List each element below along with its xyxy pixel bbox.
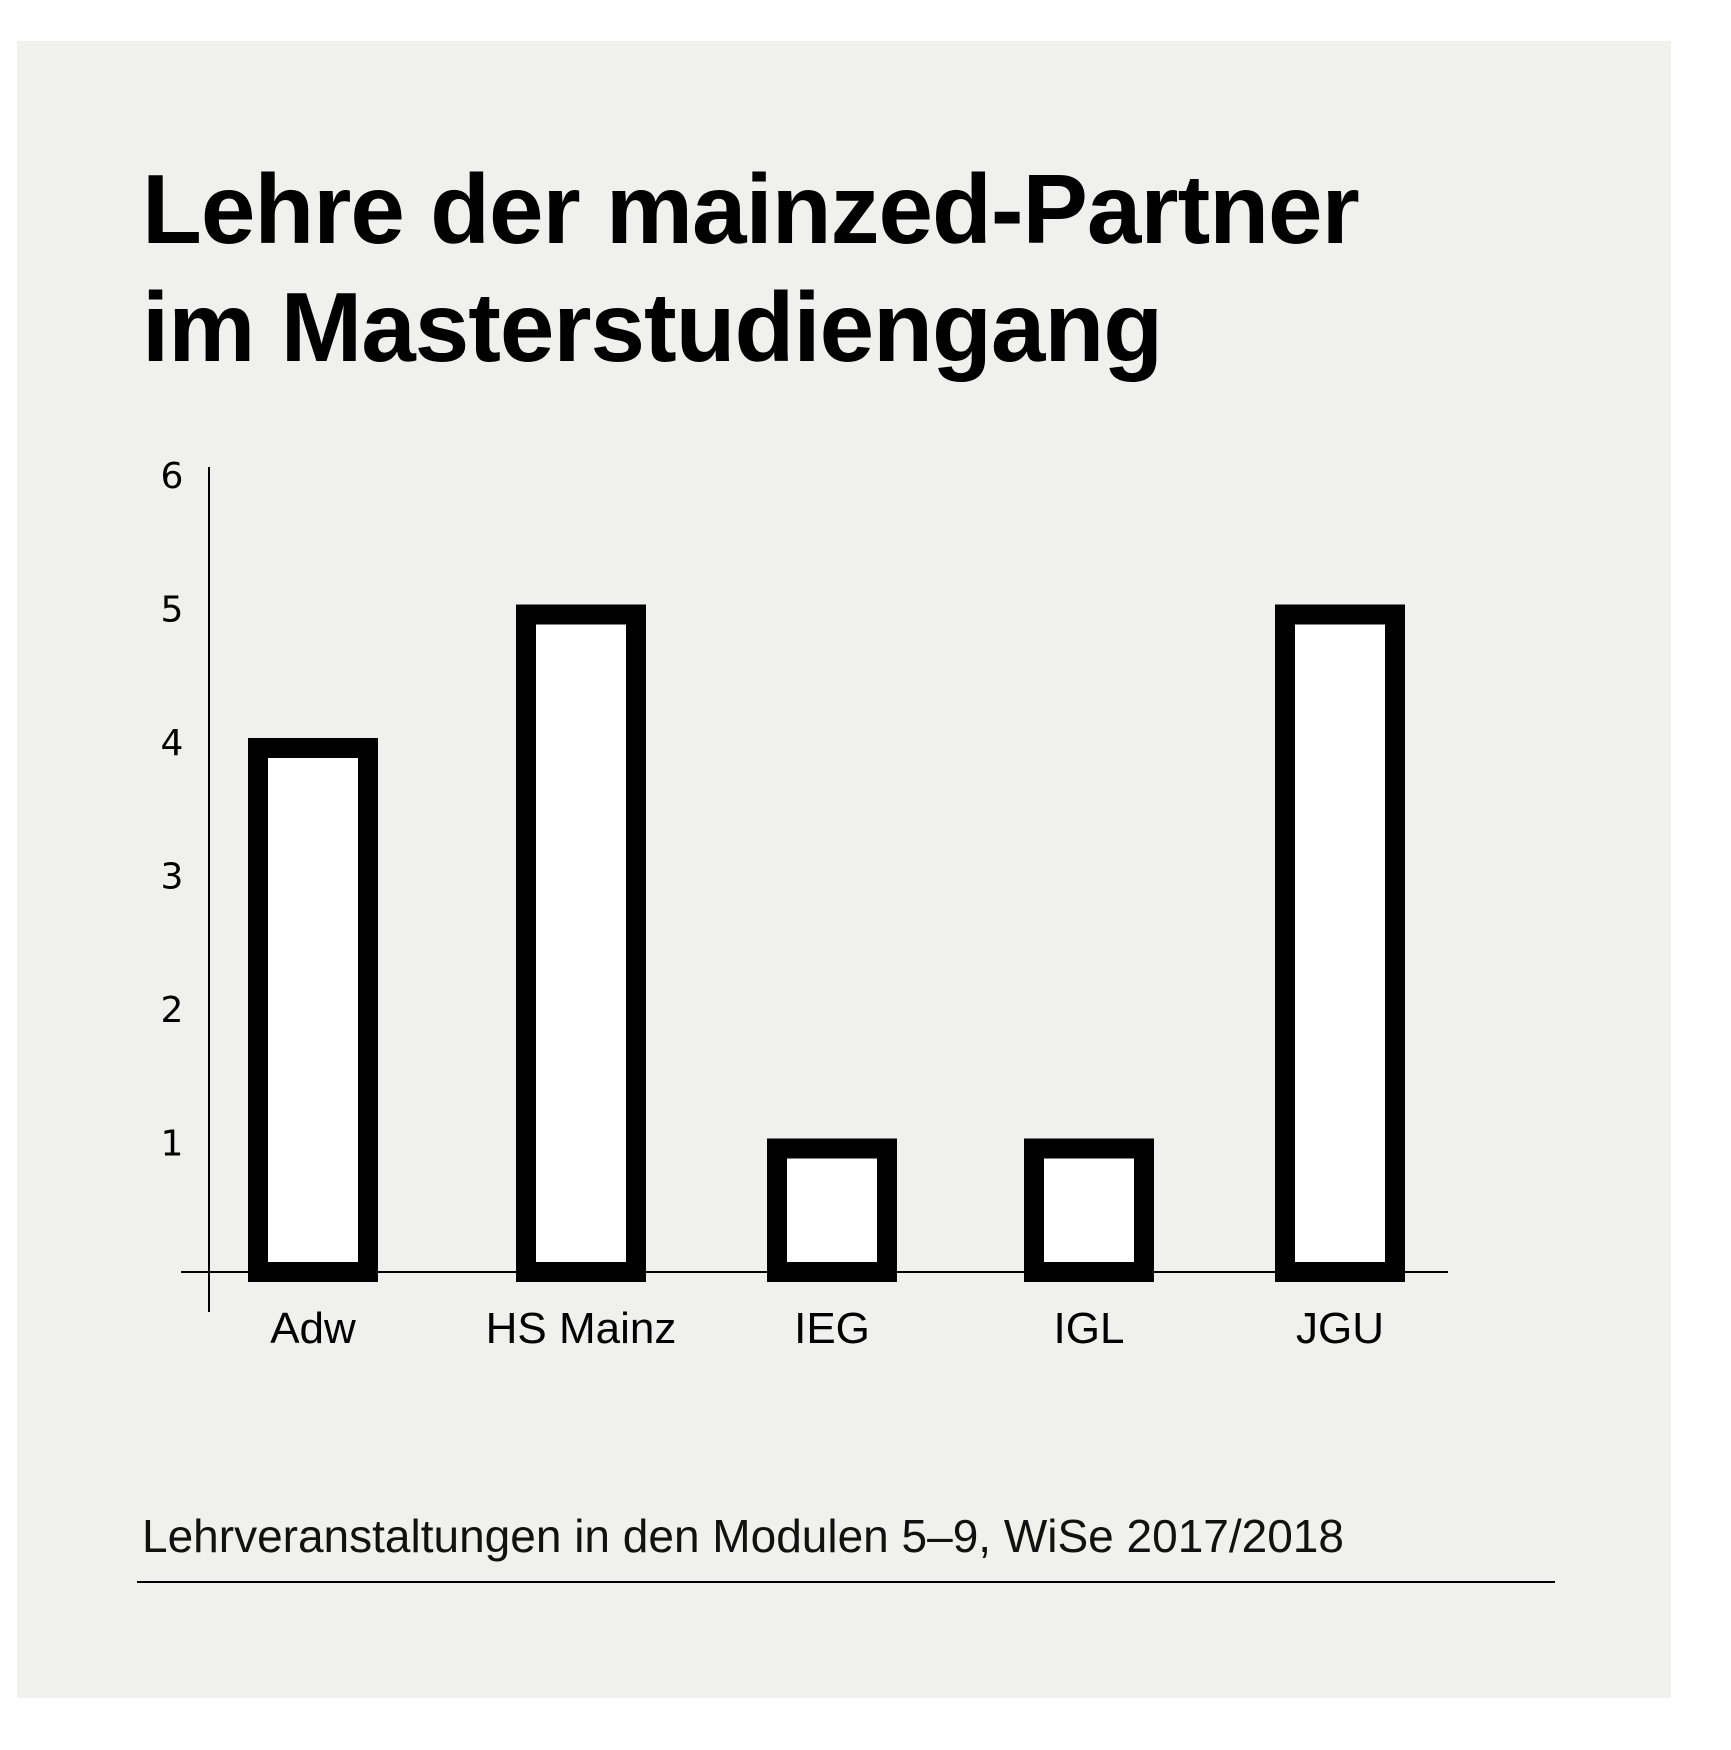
x-tick-label-jgu: JGU [1296, 1304, 1384, 1353]
bar-jgu [1275, 604, 1405, 1282]
caption-underline [137, 1581, 1555, 1583]
bar-igl [1024, 1138, 1154, 1282]
y-tick-label-5: 5 [161, 590, 184, 631]
bars [248, 604, 1405, 1282]
x-tick-label-igl: IGL [1054, 1304, 1125, 1353]
y-tick-label-4: 4 [161, 723, 184, 764]
chart-title-line-1: Lehre der mainzed-Partner [142, 154, 1360, 264]
y-tick-label-2: 2 [161, 990, 184, 1031]
chart-title: Lehre der mainzed-Partner im Masterstudi… [142, 150, 1562, 386]
x-tick-labels: Adw HS Mainz IEG IGL JGU [270, 1304, 1384, 1353]
bar-ieg [767, 1138, 897, 1282]
y-tick-labels: 1 2 3 4 5 6 [161, 456, 184, 1165]
y-tick-label-1: 1 [161, 1124, 184, 1165]
bar-adw [248, 738, 378, 1282]
y-tick-label-6: 6 [161, 456, 184, 497]
x-tick-label-hs-mainz: HS Mainz [486, 1304, 677, 1353]
x-tick-label-ieg: IEG [794, 1304, 870, 1353]
bar-hs-mainz [516, 604, 646, 1282]
x-tick-label-adw: Adw [270, 1304, 356, 1353]
y-tick-label-3: 3 [161, 857, 184, 898]
chart-caption: Lehrveranstaltungen in den Modulen 5–9, … [142, 1510, 1344, 1562]
chart-title-line-2: im Masterstudiengang [142, 272, 1163, 382]
